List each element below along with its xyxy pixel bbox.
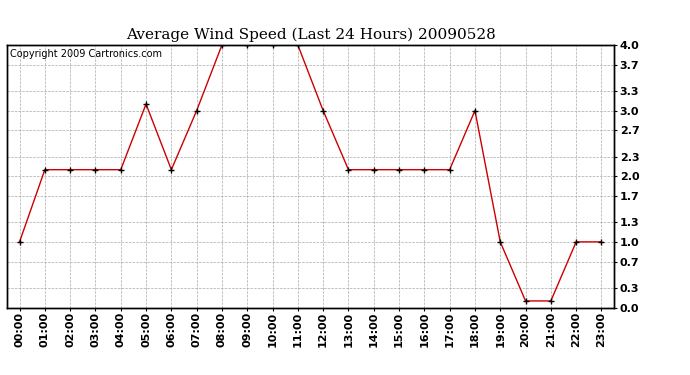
Title: Average Wind Speed (Last 24 Hours) 20090528: Average Wind Speed (Last 24 Hours) 20090… — [126, 28, 495, 42]
Text: Copyright 2009 Cartronics.com: Copyright 2009 Cartronics.com — [10, 49, 162, 59]
